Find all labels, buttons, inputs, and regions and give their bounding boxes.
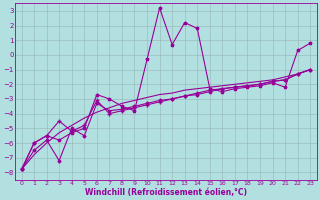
X-axis label: Windchill (Refroidissement éolien,°C): Windchill (Refroidissement éolien,°C): [85, 188, 247, 197]
